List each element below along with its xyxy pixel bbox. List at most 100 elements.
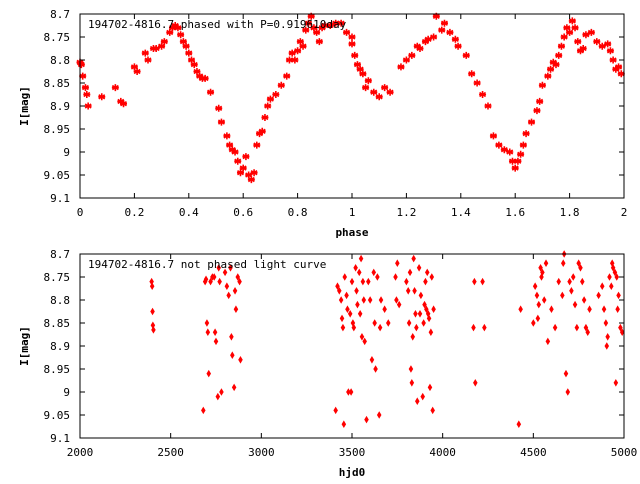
x-tick-label: 0.4 xyxy=(179,206,199,219)
x-tick-label: 5000 xyxy=(611,446,638,459)
data-point xyxy=(402,56,410,64)
data-point xyxy=(353,61,361,69)
x-tick-label: 2500 xyxy=(157,446,184,459)
data-point xyxy=(582,31,590,39)
data-point xyxy=(409,379,415,387)
data-point xyxy=(321,22,329,29)
data-point xyxy=(495,141,503,149)
data-point xyxy=(294,47,302,55)
data-point xyxy=(340,323,346,332)
data-point xyxy=(215,104,223,112)
data-point xyxy=(296,38,304,46)
data-point xyxy=(233,305,239,313)
data-point xyxy=(552,323,558,332)
x-tick-label: 4500 xyxy=(520,446,547,459)
data-point xyxy=(506,148,514,156)
data-point xyxy=(422,300,427,309)
data-point xyxy=(315,38,323,46)
y-tick-label: 8.7 xyxy=(50,8,70,21)
y-tick-label: 9.05 xyxy=(44,169,71,182)
data-point xyxy=(166,28,174,36)
data-point xyxy=(424,35,432,43)
data-point xyxy=(307,12,315,20)
data-point xyxy=(581,296,587,304)
data-point xyxy=(236,169,244,177)
data-point xyxy=(552,61,560,69)
data-point xyxy=(213,337,219,346)
data-point xyxy=(291,56,299,64)
data-point xyxy=(566,28,574,36)
data-point xyxy=(149,282,155,290)
data-point xyxy=(361,296,367,304)
data-point xyxy=(226,141,234,149)
data-point xyxy=(338,296,344,304)
data-point xyxy=(543,259,549,267)
data-point xyxy=(541,296,547,304)
data-point xyxy=(607,273,612,281)
data-point xyxy=(235,273,241,281)
data-point xyxy=(353,264,358,272)
data-point xyxy=(408,365,414,373)
data-point xyxy=(614,273,620,281)
phased-y-axis-label: I[mag] xyxy=(18,86,31,126)
data-point xyxy=(212,328,218,336)
data-point xyxy=(333,406,338,415)
y-tick-label: 9.05 xyxy=(44,409,71,422)
phased-data-points xyxy=(76,12,625,184)
data-point xyxy=(130,63,138,71)
data-point xyxy=(484,102,492,110)
data-point xyxy=(362,84,370,92)
data-point xyxy=(596,291,601,300)
data-point xyxy=(261,114,269,121)
data-point xyxy=(201,406,206,415)
data-point xyxy=(565,388,571,396)
data-point xyxy=(417,310,423,318)
data-point xyxy=(616,291,621,300)
data-point xyxy=(601,305,607,313)
data-point xyxy=(606,47,614,55)
unphased-x-axis-label: hjd0 xyxy=(339,466,366,479)
data-point xyxy=(355,300,360,309)
data-point xyxy=(245,171,253,179)
data-point xyxy=(424,268,430,277)
data-point xyxy=(587,28,595,36)
data-point xyxy=(536,97,544,105)
data-point xyxy=(556,277,561,286)
data-point xyxy=(574,38,582,46)
data-point xyxy=(416,264,422,272)
data-point xyxy=(576,259,581,267)
data-point xyxy=(508,157,516,165)
data-point xyxy=(570,273,576,281)
data-point xyxy=(393,273,398,281)
data-point xyxy=(358,254,364,263)
y-tick-label: 8.75 xyxy=(44,271,71,284)
phased-plot-frame xyxy=(79,13,625,199)
data-point xyxy=(174,24,182,32)
data-point xyxy=(193,68,201,75)
data-point xyxy=(386,88,394,96)
data-point xyxy=(360,277,366,286)
data-point xyxy=(489,132,497,140)
y-tick-label: 8.9 xyxy=(50,340,70,353)
data-point xyxy=(152,45,160,52)
data-point xyxy=(429,273,435,281)
data-point xyxy=(228,264,233,272)
phased-chart-title: 194702-4816.7 phased with P=0.919610day xyxy=(88,18,347,31)
data-point xyxy=(185,49,193,57)
x-tick-label: 3500 xyxy=(339,446,366,459)
data-point xyxy=(406,319,412,327)
x-tick-label: 1.8 xyxy=(560,206,580,219)
data-point xyxy=(432,12,440,20)
data-point xyxy=(416,45,424,52)
data-point xyxy=(462,51,470,59)
data-point xyxy=(413,310,418,318)
data-point xyxy=(396,300,402,309)
data-point xyxy=(473,379,478,387)
data-point xyxy=(378,296,384,304)
data-point xyxy=(418,291,424,300)
data-point xyxy=(454,42,462,50)
y-tick-label: 8.9 xyxy=(50,100,70,113)
data-point xyxy=(618,323,623,332)
data-point xyxy=(538,264,543,272)
